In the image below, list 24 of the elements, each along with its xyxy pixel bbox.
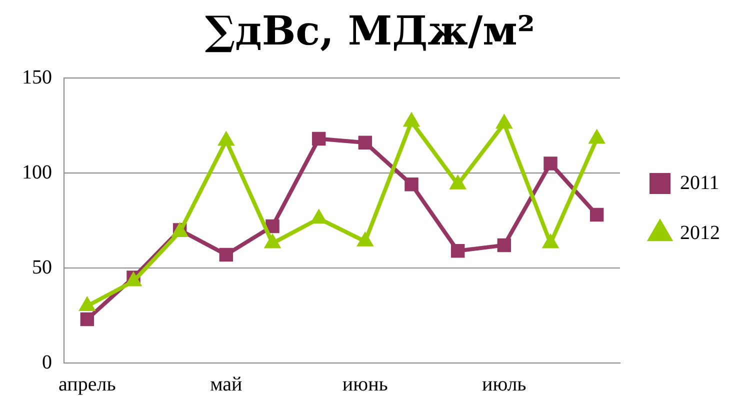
point [496,114,512,129]
point [542,234,559,248]
x-tick-label: май [210,373,243,396]
point [264,234,281,248]
point [450,174,466,190]
point [497,238,512,252]
point [219,248,234,262]
point [218,131,234,146]
x-tick-label: июнь [342,373,388,396]
x-tick-label: апрель [58,373,116,396]
x-tick-label: июль [482,373,526,396]
y-tick-label: 50 [32,256,52,278]
y-tick-label: 0 [42,351,52,374]
point [588,129,606,144]
legend-label: 2011 [680,172,720,194]
point [450,244,465,258]
point [403,112,420,127]
y-tick-label: 100 [22,161,52,184]
point [80,312,94,326]
y-tick-label: 150 [22,66,52,88]
chart-title: ∑дВс, МДж/м² [205,7,535,54]
point [310,209,328,224]
point [590,208,604,222]
legend-label: 2012 [680,222,720,244]
